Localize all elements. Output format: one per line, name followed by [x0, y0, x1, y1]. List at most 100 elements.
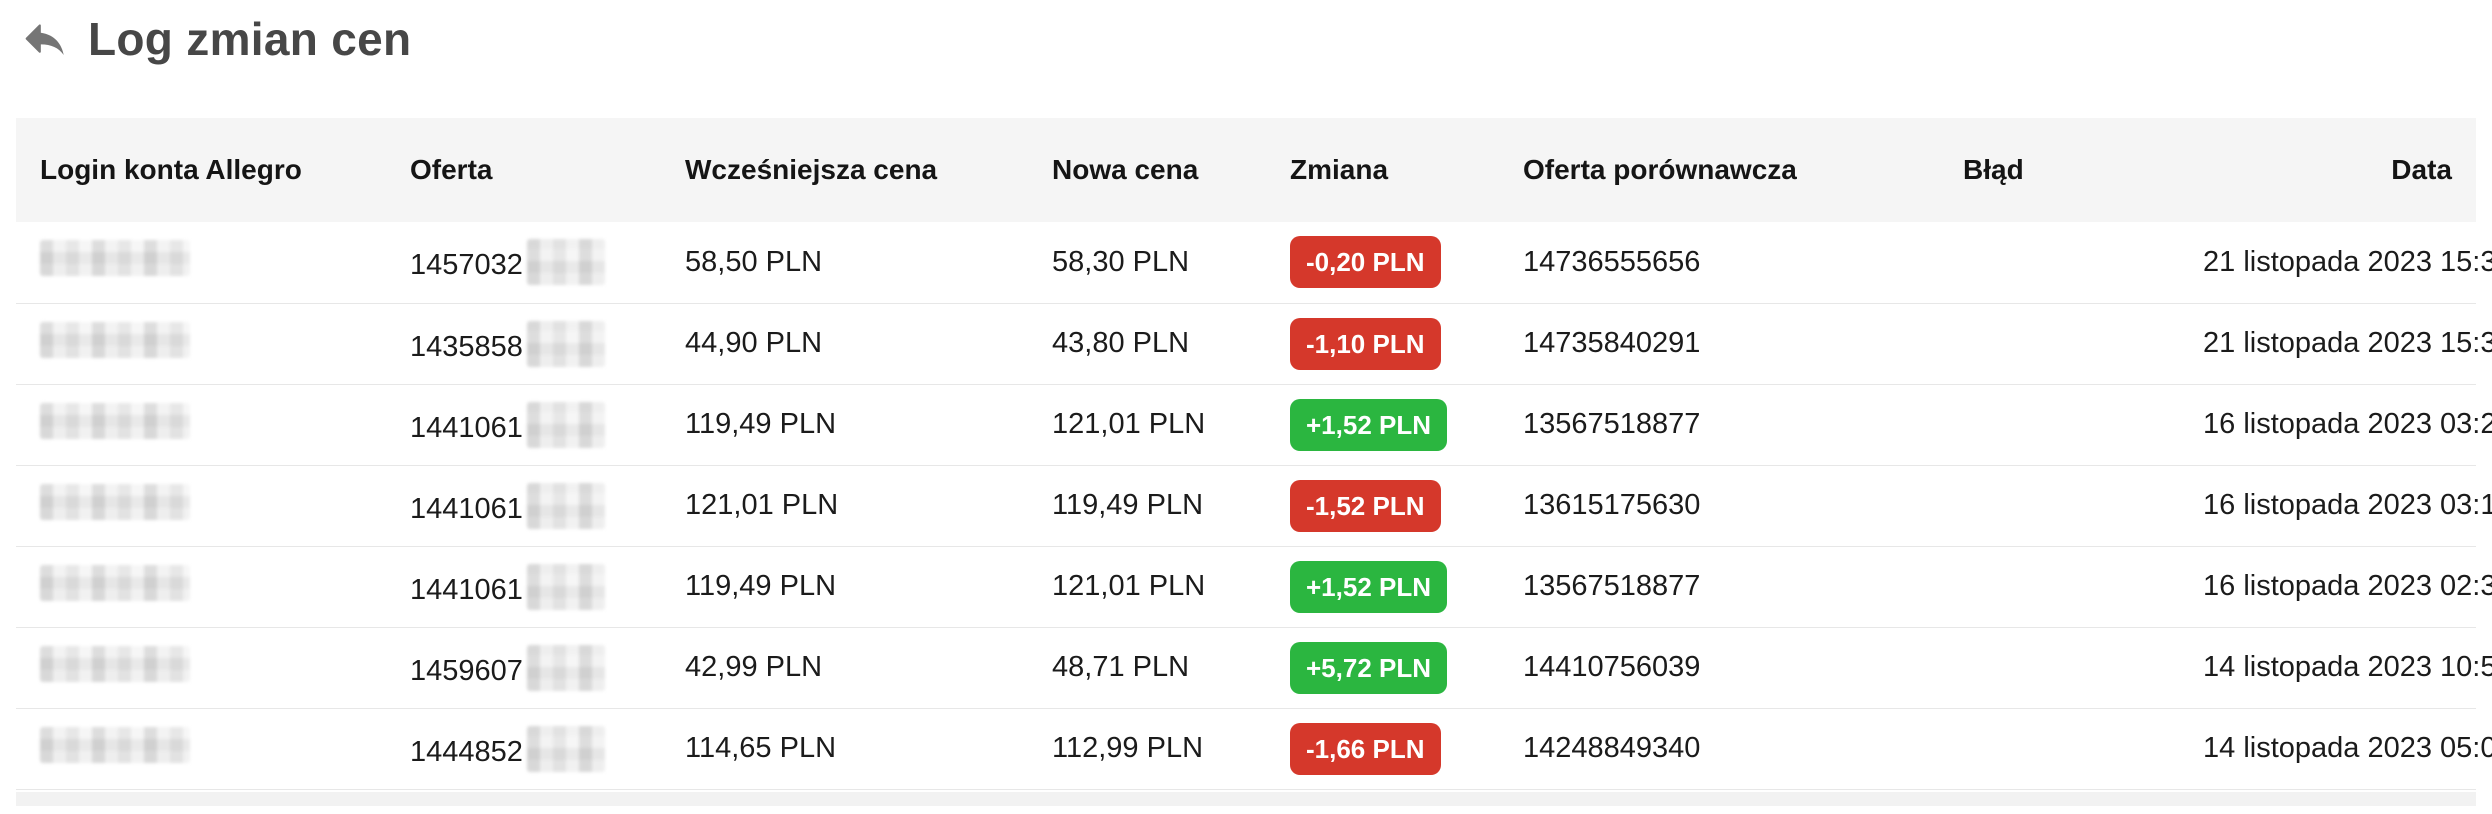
- previous-price-cell: 119,49 PLN: [685, 546, 1052, 628]
- page-header: Log zmian cen: [0, 0, 2492, 66]
- date-cell: 16 listopada 2023 03:18: [2203, 465, 2492, 547]
- login-cell: [16, 546, 410, 628]
- table-row: 1441061 119,49 PLN 121,01 PLN +1,52 PLN …: [16, 546, 2492, 628]
- change-cell: -0,20 PLN: [1290, 222, 1523, 304]
- error-cell: [1963, 303, 2203, 385]
- offer-cell: 1444852: [410, 708, 685, 790]
- new-price-cell: 112,99 PLN: [1052, 708, 1290, 790]
- redacted-login: [40, 726, 190, 763]
- redacted-offer-suffix: [526, 320, 605, 367]
- date-cell: 14 listopada 2023 05:04: [2203, 708, 2492, 790]
- comparison-offer-cell: 13567518877: [1523, 546, 1963, 628]
- error-cell: [1963, 384, 2203, 466]
- new-price-cell: 121,01 PLN: [1052, 546, 1290, 628]
- back-arrow-icon[interactable]: [18, 12, 72, 66]
- error-cell: [1963, 546, 2203, 628]
- price-change-badge: -1,66 PLN: [1290, 722, 1441, 775]
- redacted-offer-suffix: [526, 644, 605, 691]
- previous-price-cell: 44,90 PLN: [685, 303, 1052, 385]
- login-cell: [16, 627, 410, 709]
- offer-id: 1441061: [410, 573, 523, 606]
- error-cell: [1963, 627, 2203, 709]
- error-cell: [1963, 222, 2203, 304]
- price-change-badge: +1,52 PLN: [1290, 560, 1448, 613]
- comparison-offer-cell: 14736555656: [1523, 222, 1963, 304]
- redacted-offer-suffix: [526, 482, 605, 529]
- offer-id: 1444852: [410, 735, 523, 768]
- comparison-offer-cell: 14735840291: [1523, 303, 1963, 385]
- date-cell: 14 listopada 2023 10:53: [2203, 627, 2492, 709]
- redacted-login: [40, 564, 190, 601]
- offer-cell: 1435858: [410, 303, 685, 385]
- table-row: 1457032 58,50 PLN 58,30 PLN -0,20 PLN 14…: [16, 222, 2492, 304]
- offer-id: 1457032: [410, 249, 523, 282]
- login-cell: [16, 708, 410, 790]
- table-row: 1441061 121,01 PLN 119,49 PLN -1,52 PLN …: [16, 465, 2492, 547]
- column-header-comparison-offer: Oferta porównawcza: [1523, 118, 1963, 222]
- column-header-date: Data: [2203, 118, 2476, 222]
- change-cell: -1,52 PLN: [1290, 465, 1523, 547]
- offer-id: 1459607: [410, 654, 523, 687]
- price-change-log-table: Login konta Allegro Oferta Wcześniejsza …: [16, 118, 2492, 790]
- offer-cell: 1441061: [410, 546, 685, 628]
- error-cell: [1963, 708, 2203, 790]
- column-header-login: Login konta Allegro: [16, 118, 410, 222]
- comparison-offer-cell: 13615175630: [1523, 465, 1963, 547]
- new-price-cell: 43,80 PLN: [1052, 303, 1290, 385]
- change-cell: +5,72 PLN: [1290, 627, 1523, 709]
- price-change-badge: -0,20 PLN: [1290, 236, 1441, 289]
- change-cell: +1,52 PLN: [1290, 546, 1523, 628]
- change-cell: -1,10 PLN: [1290, 303, 1523, 385]
- login-cell: [16, 465, 410, 547]
- offer-id: 1441061: [410, 411, 523, 444]
- previous-price-cell: 114,65 PLN: [685, 708, 1052, 790]
- redacted-login: [40, 645, 190, 682]
- column-header-error: Błąd: [1963, 118, 2203, 222]
- redacted-login: [40, 321, 190, 358]
- footer-bar: [16, 791, 2476, 806]
- page-title: Log zmian cen: [88, 13, 412, 65]
- login-cell: [16, 384, 410, 466]
- offer-cell: 1441061: [410, 465, 685, 547]
- redacted-login: [40, 402, 190, 439]
- offer-cell: 1459607: [410, 627, 685, 709]
- redacted-offer-suffix: [526, 239, 605, 286]
- table-row: 1435858 44,90 PLN 43,80 PLN -1,10 PLN 14…: [16, 303, 2492, 385]
- price-change-badge: -1,52 PLN: [1290, 479, 1441, 532]
- previous-price-cell: 42,99 PLN: [685, 627, 1052, 709]
- column-header-new-price: Nowa cena: [1052, 118, 1290, 222]
- table-row: 1441061 119,49 PLN 121,01 PLN +1,52 PLN …: [16, 384, 2492, 466]
- redacted-offer-suffix: [526, 725, 605, 772]
- price-change-badge: -1,10 PLN: [1290, 317, 1441, 370]
- redacted-login: [40, 483, 190, 520]
- error-cell: [1963, 465, 2203, 547]
- price-change-badge: +5,72 PLN: [1290, 641, 1448, 694]
- date-cell: 16 listopada 2023 03:24: [2203, 384, 2492, 466]
- login-cell: [16, 222, 410, 304]
- new-price-cell: 119,49 PLN: [1052, 465, 1290, 547]
- previous-price-cell: 119,49 PLN: [685, 384, 1052, 466]
- table-row: 1459607 42,99 PLN 48,71 PLN +5,72 PLN 14…: [16, 627, 2492, 709]
- date-cell: 21 listopada 2023 15:35: [2203, 222, 2492, 304]
- offer-id: 1441061: [410, 492, 523, 525]
- column-header-previous-price: Wcześniejsza cena: [685, 118, 1052, 222]
- previous-price-cell: 58,50 PLN: [685, 222, 1052, 304]
- redacted-offer-suffix: [526, 563, 605, 610]
- comparison-offer-cell: 13567518877: [1523, 384, 1963, 466]
- new-price-cell: 58,30 PLN: [1052, 222, 1290, 304]
- offer-id: 1435858: [410, 330, 523, 363]
- redacted-offer-suffix: [526, 401, 605, 448]
- new-price-cell: 48,71 PLN: [1052, 627, 1290, 709]
- date-cell: 16 listopada 2023 02:30: [2203, 546, 2492, 628]
- offer-cell: 1441061: [410, 384, 685, 466]
- table-body: 1457032 58,50 PLN 58,30 PLN -0,20 PLN 14…: [16, 222, 2492, 790]
- table-row: 1444852 114,65 PLN 112,99 PLN -1,66 PLN …: [16, 708, 2492, 790]
- comparison-offer-cell: 14248849340: [1523, 708, 1963, 790]
- redacted-login: [40, 240, 190, 277]
- offer-cell: 1457032: [410, 222, 685, 304]
- price-change-badge: +1,52 PLN: [1290, 398, 1448, 451]
- new-price-cell: 121,01 PLN: [1052, 384, 1290, 466]
- previous-price-cell: 121,01 PLN: [685, 465, 1052, 547]
- date-cell: 21 listopada 2023 15:35: [2203, 303, 2492, 385]
- comparison-offer-cell: 14410756039: [1523, 627, 1963, 709]
